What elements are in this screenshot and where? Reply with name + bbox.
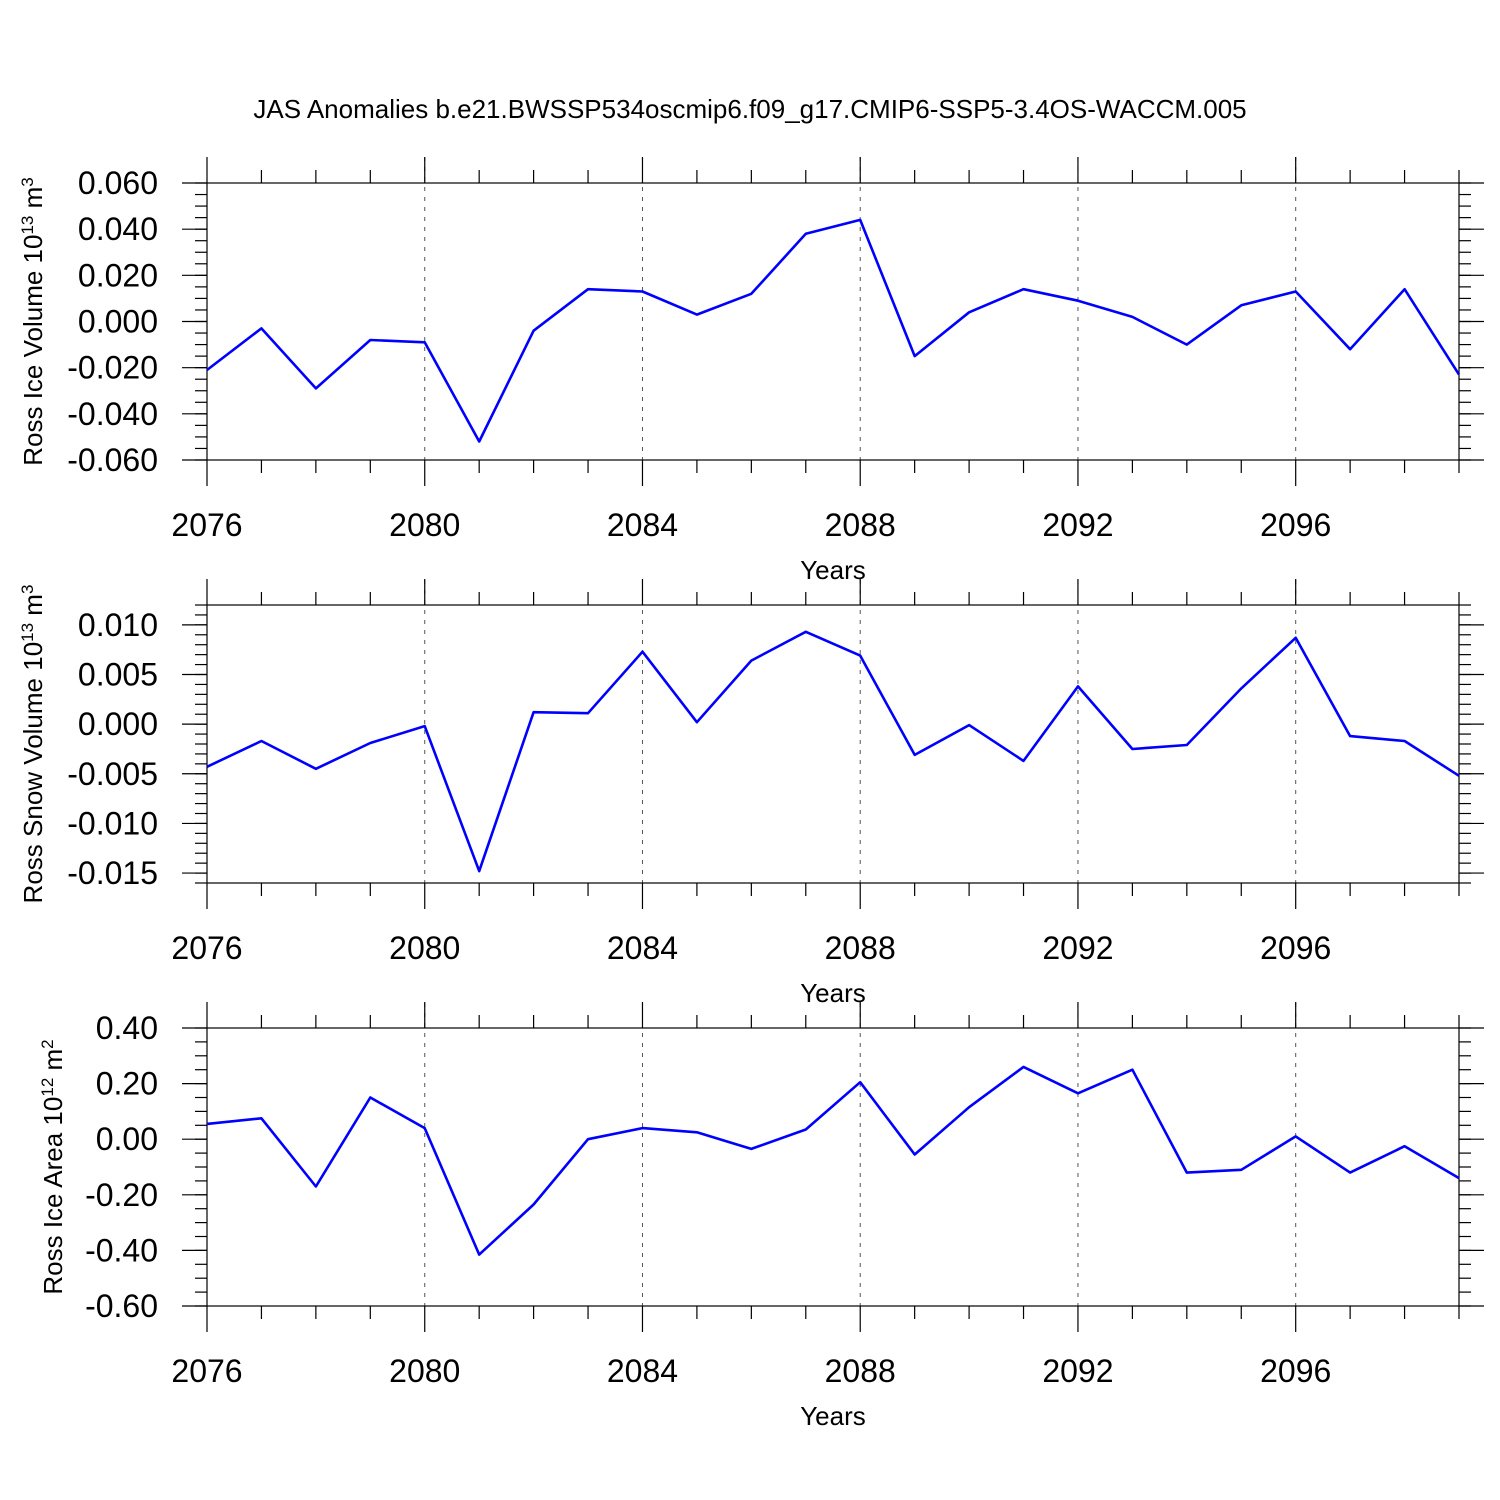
plot-frame <box>206 604 1460 884</box>
x-tick-label: 2080 <box>389 930 460 966</box>
x-tick-label: 2080 <box>389 507 460 543</box>
x-axis-title: Years <box>800 555 866 585</box>
panels: 2076 2080 2084 2088 2092 2096 Years -0.060 -0.04… <box>18 157 1484 1431</box>
y-tick-label: 0.060 <box>78 165 158 201</box>
y-tick-label: -0.010 <box>67 805 158 841</box>
y-tick-label: -0.20 <box>85 1177 158 1213</box>
chart-panel-1: 2076 2080 2084 2088 2092 2096 Years -0.060 -0.04… <box>18 157 1484 585</box>
y-axis-title: Ross Ice Area 1012 m2 <box>38 1039 69 1294</box>
x-axis-title: Years <box>800 978 866 1008</box>
y-axis-title-text: Ross Ice Area 10 <box>38 1097 68 1295</box>
y-tick-label: 0.000 <box>78 706 158 742</box>
x-tick-label: 2076 <box>171 1353 242 1389</box>
x-axis-title: Years <box>800 1401 866 1431</box>
y-axis-title: Ross Ice Volume 1013 m3 <box>18 177 49 466</box>
y-tick-label: -0.005 <box>67 756 158 792</box>
x-tick-label: 2076 <box>171 930 242 966</box>
y-tick-label: 0.000 <box>78 304 158 340</box>
y-axis-title: Ross Snow Volume 1013 m3 <box>18 585 49 904</box>
x-tick-label: 2096 <box>1260 1353 1331 1389</box>
y-tick-label: 0.020 <box>78 257 158 293</box>
x-tick-label: 2092 <box>1042 930 1113 966</box>
y-axis-title-unit-exponent: 2 <box>38 1039 57 1048</box>
y-tick-label: -0.020 <box>67 350 158 386</box>
series-line <box>206 630 1460 873</box>
x-tick-label: 2096 <box>1260 507 1331 543</box>
y-axis-title-unit-exponent: 3 <box>18 177 37 186</box>
y-tick-label: -0.060 <box>67 442 158 478</box>
chart-panel-3: 2076 2080 2084 2088 2092 2096 Years -0.60 -0.40 -… <box>38 1002 1484 1431</box>
y-tick-label: 0.010 <box>78 607 158 643</box>
y-axis-title-text: Ross Snow Volume 10 <box>18 642 48 904</box>
y-axis-title-exponent: 13 <box>18 216 37 235</box>
y-axis-title-exponent: 12 <box>38 1078 57 1097</box>
y-tick-label: 0.40 <box>96 1010 158 1046</box>
y-tick-label: -0.60 <box>85 1288 158 1324</box>
x-tick-label: 2084 <box>607 930 678 966</box>
y-tick-label: -0.015 <box>67 855 158 891</box>
figure-title: JAS Anomalies b.e21.BWSSP534oscmip6.f09_… <box>253 94 1246 124</box>
x-tick-label: 2092 <box>1042 507 1113 543</box>
y-axis-title-unit: m <box>18 594 48 623</box>
series-line <box>206 1065 1460 1256</box>
x-tick-label: 2084 <box>607 507 678 543</box>
x-tick-label: 2096 <box>1260 930 1331 966</box>
x-tick-label: 2080 <box>389 1353 460 1389</box>
x-tick-label: 2088 <box>825 930 896 966</box>
y-axis-title-unit-exponent: 3 <box>18 585 37 594</box>
x-tick-label: 2088 <box>825 507 896 543</box>
x-tick-label: 2076 <box>171 507 242 543</box>
plot-frame <box>206 1027 1460 1307</box>
y-axis-title-text: Ross Ice Volume 10 <box>18 235 48 466</box>
y-tick-label: 0.00 <box>96 1121 158 1157</box>
x-tick-label: 2088 <box>825 1353 896 1389</box>
series-line <box>206 218 1461 443</box>
y-tick-label: -0.040 <box>67 396 158 432</box>
plot-frame <box>206 182 1460 461</box>
y-tick-label: 0.005 <box>78 657 158 693</box>
y-axis-title-exponent: 13 <box>18 623 37 642</box>
chart-panel-2: 2076 2080 2084 2088 2092 2096 Years -0.015 -0.01… <box>18 579 1484 1008</box>
x-tick-label: 2092 <box>1042 1353 1113 1389</box>
y-tick-label: 0.040 <box>78 211 158 247</box>
y-tick-label: -0.40 <box>85 1232 158 1268</box>
y-axis-title-unit: m <box>18 187 48 216</box>
y-tick-label: 0.20 <box>96 1066 158 1102</box>
x-tick-label: 2084 <box>607 1353 678 1389</box>
y-axis-title-unit: m <box>38 1049 68 1078</box>
